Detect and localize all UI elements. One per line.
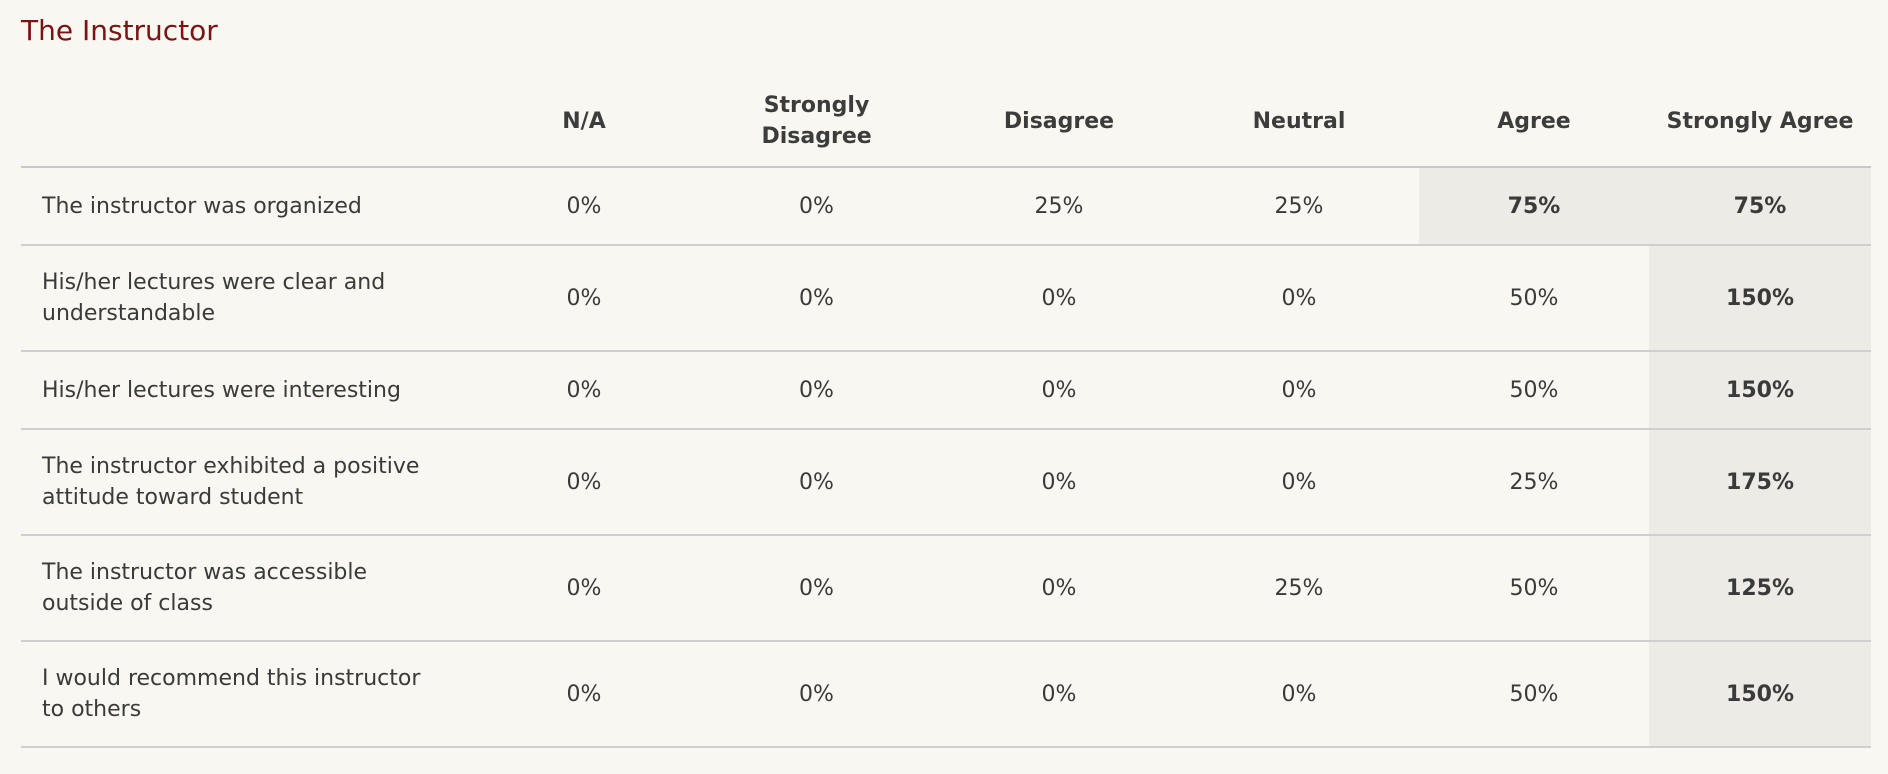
value-na: 0% [474,351,694,430]
value-strongly-disagree: 0% [694,167,939,246]
question-cell: The instructor exhibited a positive atti… [21,429,474,536]
question-text: The instructor was accessible outside of… [42,560,368,616]
value-strongly-disagree: 0% [694,429,939,536]
value-disagree: 25% [939,167,1179,246]
column-header-disagree: Disagree [939,76,1179,168]
section-title: The Instructor [21,14,218,47]
table-row: His/her lectures were clear and understa… [21,245,1871,352]
value-agree: 50% [1419,351,1649,430]
column-header-strongly-agree: Strongly Agree [1649,76,1871,168]
table-row: The instructor was accessible outside of… [21,535,1871,642]
value-neutral: 25% [1179,535,1419,642]
value-neutral: 25% [1179,167,1419,246]
question-text: I would recommend this instructor to oth… [42,666,421,722]
value-strongly-agree: 75% [1649,167,1871,246]
question-cell: The instructor was accessible outside of… [21,535,474,642]
column-header-label: Strongly Disagree [761,93,872,149]
value-disagree: 0% [939,351,1179,430]
table-row: The instructor was organized 0% 0% 25% 2… [21,167,1871,246]
value-disagree: 0% [939,535,1179,642]
table-header-row: N/A Strongly Disagree Disagree Neutral A… [21,76,1871,168]
value-strongly-disagree: 0% [694,351,939,430]
value-agree: 50% [1419,641,1649,748]
value-na: 0% [474,429,694,536]
value-neutral: 0% [1179,641,1419,748]
value-strongly-agree: 150% [1649,245,1871,352]
value-neutral: 0% [1179,245,1419,352]
value-strongly-agree: 125% [1649,535,1871,642]
value-strongly-agree: 150% [1649,351,1871,430]
column-header-agree: Agree [1419,76,1649,168]
question-cell: The instructor was organized [21,167,474,246]
table-row: The instructor exhibited a positive atti… [21,429,1871,536]
value-agree: 50% [1419,245,1649,352]
column-header-question [21,76,474,168]
value-neutral: 0% [1179,351,1419,430]
question-cell: His/her lectures were clear and understa… [21,245,474,352]
question-text: The instructor exhibited a positive atti… [42,454,420,510]
value-disagree: 0% [939,429,1179,536]
value-strongly-agree: 175% [1649,429,1871,536]
value-strongly-disagree: 0% [694,535,939,642]
value-strongly-disagree: 0% [694,245,939,352]
value-neutral: 0% [1179,429,1419,536]
value-na: 0% [474,641,694,748]
value-na: 0% [474,245,694,352]
column-header-na: N/A [474,76,694,168]
survey-results-table: N/A Strongly Disagree Disagree Neutral A… [21,76,1871,748]
column-header-strongly-disagree: Strongly Disagree [694,76,939,168]
value-agree: 75% [1419,167,1649,246]
value-disagree: 0% [939,641,1179,748]
question-cell: I would recommend this instructor to oth… [21,641,474,748]
value-strongly-disagree: 0% [694,641,939,748]
value-na: 0% [474,535,694,642]
question-text: His/her lectures were clear and understa… [42,270,386,326]
value-agree: 25% [1419,429,1649,536]
value-strongly-agree: 150% [1649,641,1871,748]
value-na: 0% [474,167,694,246]
value-disagree: 0% [939,245,1179,352]
value-agree: 50% [1419,535,1649,642]
table-row: I would recommend this instructor to oth… [21,641,1871,748]
question-cell: His/her lectures were interesting [21,351,474,430]
column-header-neutral: Neutral [1179,76,1419,168]
table-row: His/her lectures were interesting 0% 0% … [21,351,1871,430]
